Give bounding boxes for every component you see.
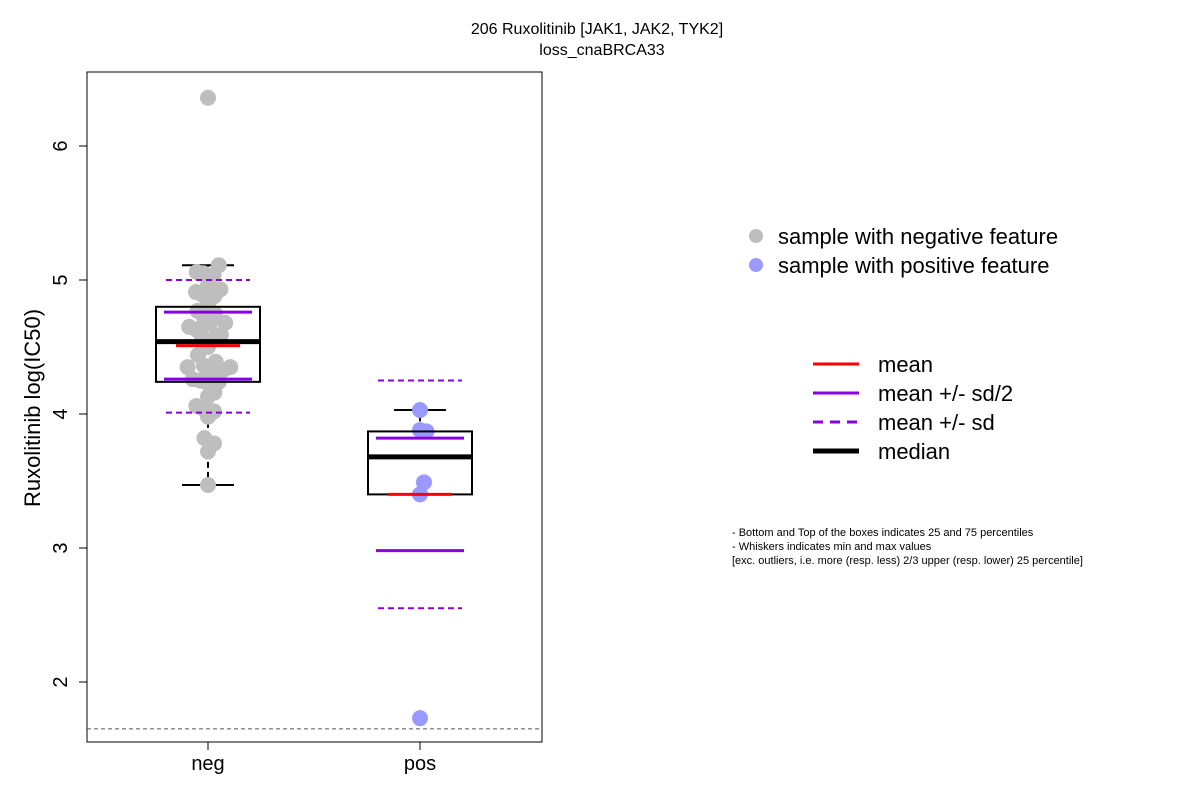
point-neg-14 — [217, 314, 234, 331]
legend-point-label-1: sample with positive feature — [778, 253, 1049, 278]
point-neg-42 — [200, 443, 216, 460]
y-axis-label: Ruxolitinib log(IC50) — [20, 309, 45, 507]
legend-points: sample with negative feature sample with … — [749, 224, 1058, 278]
point-neg-15 — [201, 316, 218, 333]
legend-line-label-2: mean +/- sd — [878, 410, 995, 435]
x-tick-label-pos: pos — [404, 753, 436, 775]
chart-subtitle: loss_cnaBRCA33 — [539, 42, 665, 59]
x-tick-label-neg: neg — [191, 753, 224, 775]
footnote-line-2: [exc. outliers, i.e. more (resp. less) 2… — [732, 555, 1083, 567]
x-axis: neg pos — [191, 742, 436, 775]
y-axis: 2 3 4 5 6 — [50, 140, 87, 688]
point-neg-25 — [179, 359, 196, 376]
point-neg-39 — [200, 408, 216, 425]
point-pos-3 — [416, 474, 432, 491]
footnote-line-1: - Whiskers indicates min and max values — [732, 541, 932, 553]
point-pos-5 — [412, 710, 428, 727]
y-tick-label-6: 6 — [50, 140, 72, 151]
legend-point-label-0: sample with negative feature — [778, 224, 1058, 249]
point-neg-27 — [215, 361, 232, 378]
group-neg — [155, 89, 261, 494]
point-neg-43 — [200, 477, 216, 494]
y-tick-label-2: 2 — [50, 676, 72, 687]
point-neg-35 — [200, 388, 216, 405]
plot-frame — [86, 71, 543, 743]
legend-point-swatch-0 — [749, 229, 763, 243]
legend-lines: mean mean +/- sd/2 mean +/- sd median — [813, 352, 1013, 464]
point-pos-0 — [412, 401, 428, 418]
y-tick-label-5: 5 — [50, 274, 72, 285]
footnote-line-0: - Bottom and Top of the boxes indicates … — [732, 527, 1034, 539]
group-pos — [367, 379, 473, 727]
box-neg — [155, 305, 261, 383]
plot-marks — [87, 89, 542, 730]
y-tick-label-3: 3 — [50, 542, 72, 553]
chart-title: 206 Ruxolitinib [JAK1, JAK2, TYK2] — [471, 21, 723, 38]
legend-line-label-0: mean — [878, 352, 933, 377]
legend-line-label-1: mean +/- sd/2 — [878, 381, 1013, 406]
legend-line-label-3: median — [878, 439, 950, 464]
point-neg-0 — [200, 89, 216, 106]
legend-point-swatch-1 — [749, 258, 763, 272]
footnotes: - Bottom and Top of the boxes indicates … — [732, 527, 1083, 567]
y-tick-label-4: 4 — [50, 408, 72, 419]
